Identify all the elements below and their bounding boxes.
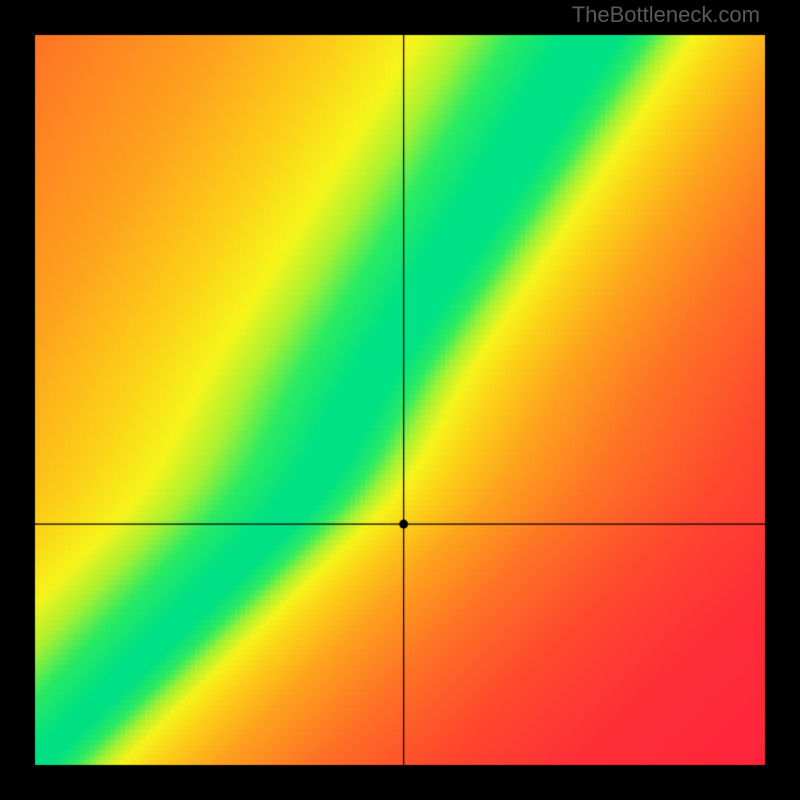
watermark-text: TheBottleneck.com: [572, 2, 760, 28]
